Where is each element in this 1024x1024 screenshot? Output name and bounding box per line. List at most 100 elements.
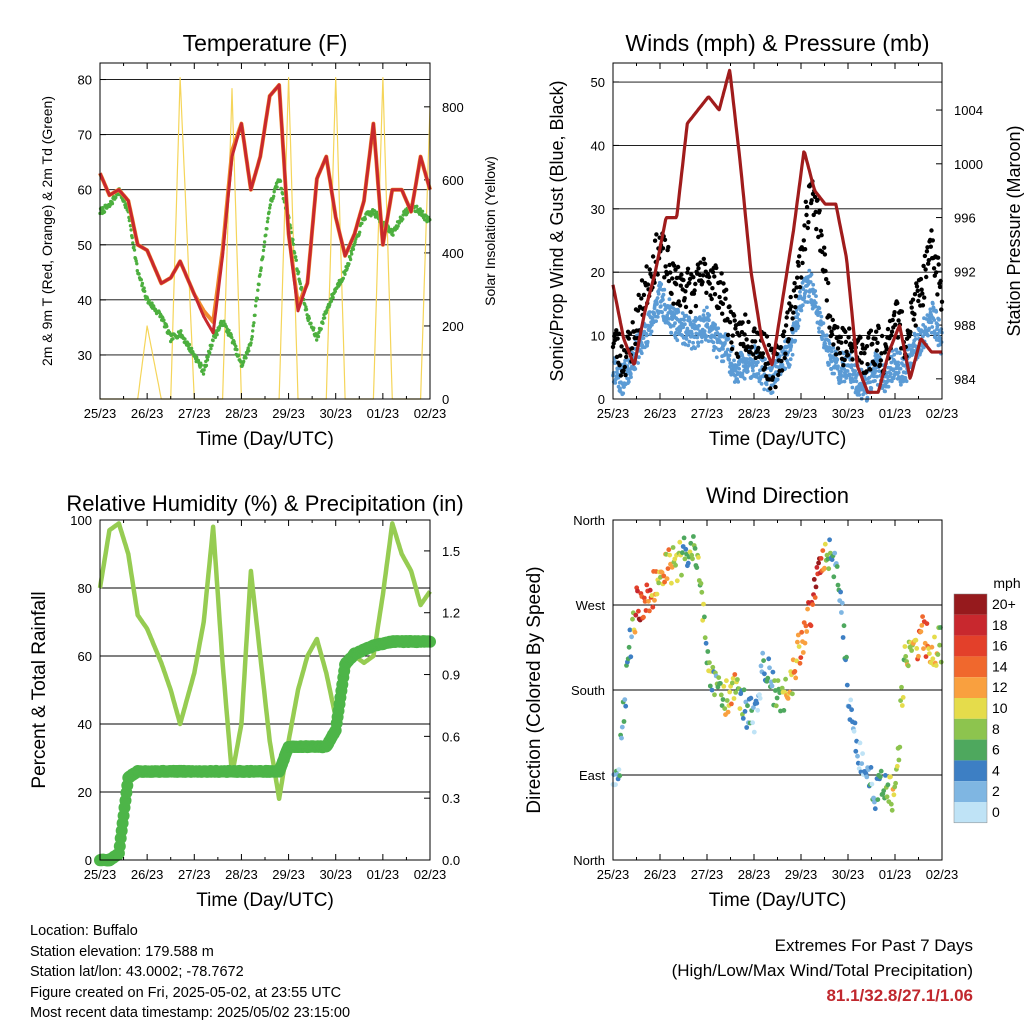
dewpoint-point: [165, 324, 169, 329]
wind-point: [702, 329, 707, 334]
wind-point: [898, 366, 903, 371]
wind-point: [921, 334, 925, 339]
info-recent: Most recent data timestamp: 2025/05/02 2…: [30, 1005, 351, 1021]
direction-point: [792, 669, 798, 674]
direction-point: [798, 655, 804, 660]
direction-point: [727, 689, 733, 695]
wind-point: [886, 384, 891, 389]
dewpoint-point: [183, 337, 187, 341]
direction-point: [635, 588, 640, 594]
gust-point: [785, 310, 790, 315]
direction-point: [685, 560, 691, 566]
dewpoint-point: [211, 338, 215, 343]
gust-point: [773, 384, 778, 390]
wind-point: [622, 361, 627, 366]
wind-point: [817, 330, 821, 334]
precipitation-point-group: [94, 635, 436, 867]
direction-point: [729, 701, 734, 707]
direction-point: [793, 675, 799, 681]
wind-point: [737, 366, 741, 371]
dewpoint-point: [353, 240, 357, 244]
wind-point: [796, 312, 800, 317]
wind-point: [815, 309, 820, 313]
wind-point: [925, 313, 930, 317]
gust-point: [783, 351, 788, 356]
direction-ytick-label: South: [571, 683, 605, 698]
direction-point: [935, 652, 941, 657]
wind-point: [935, 322, 940, 327]
wind-point: [807, 294, 811, 299]
wind-point: [626, 379, 631, 384]
direction-point: [630, 616, 635, 622]
dewpoint-point: [268, 206, 272, 210]
direction-point: [672, 556, 678, 562]
wind-point: [827, 362, 831, 367]
gust-point: [710, 286, 715, 291]
wind-point: [756, 360, 760, 364]
wind-point: [839, 379, 844, 384]
direction-point: [832, 550, 838, 556]
direction-point: [627, 627, 633, 633]
wind-point: [814, 294, 818, 298]
relative-humidity-line: [97, 521, 432, 802]
pressure-line: [611, 68, 943, 394]
direction-point: [724, 678, 729, 684]
direction-point: [616, 767, 622, 772]
gust-point: [824, 277, 829, 282]
temp-2m-line: [98, 83, 432, 335]
temp-xtick-label: 26/23: [131, 406, 164, 421]
temp-ylabel-left: 2m & 9m T (Red, Orange) & 2m Td (Green): [39, 96, 55, 366]
dewpoint-point: [147, 298, 151, 303]
direction-point: [896, 757, 902, 763]
gust-point: [727, 320, 733, 325]
gust-point: [816, 234, 821, 240]
dewpoint-point: [265, 227, 269, 231]
gust-point: [667, 262, 672, 268]
dewpoint-point: [261, 248, 266, 253]
wind-point: [695, 335, 700, 340]
wind-point: [811, 282, 816, 287]
wind-point: [851, 379, 856, 384]
wind-point: [684, 337, 689, 341]
gust-point: [794, 285, 799, 290]
gust-point: [639, 278, 645, 283]
direction-point: [855, 753, 860, 759]
wind-point: [804, 289, 809, 293]
legend-swatch: [954, 677, 987, 698]
gust-point: [688, 309, 693, 315]
gust-point: [796, 263, 801, 268]
legend-unit: mph: [993, 575, 1020, 591]
legend-frame: [953, 593, 988, 824]
wind-point: [932, 318, 937, 322]
wind-point: [869, 386, 874, 390]
gust-point: [691, 275, 696, 280]
direction-point: [827, 537, 832, 543]
gust-point: [633, 341, 638, 347]
wind-point: [850, 385, 855, 390]
dewpoint-point: [135, 262, 139, 266]
gust-point: [827, 314, 833, 319]
gust-point: [768, 386, 773, 391]
dewpoint-point: [252, 321, 256, 325]
wind-point: [797, 318, 802, 322]
wind-point: [930, 325, 935, 329]
gust-point: [845, 352, 851, 358]
wind-point: [716, 326, 721, 331]
gust-point: [809, 198, 814, 203]
dewpoint-point: [262, 240, 267, 244]
gust-point: [795, 259, 801, 265]
gust-point: [756, 345, 761, 351]
gust-point: [839, 340, 844, 345]
direction-point: [647, 587, 653, 593]
dewpoint-point: [213, 335, 218, 340]
direction-point: [929, 644, 935, 650]
dewpoint-point: [205, 358, 210, 362]
gust-point: [893, 322, 898, 327]
temp-y2tick-label: 200: [442, 319, 464, 334]
direction-point: [805, 606, 810, 612]
rh-y2tick-label: 1.2: [442, 606, 460, 621]
direction-point: [829, 557, 835, 562]
wind-point: [821, 321, 826, 325]
gust-point: [737, 333, 742, 338]
wind-point: [802, 294, 807, 299]
